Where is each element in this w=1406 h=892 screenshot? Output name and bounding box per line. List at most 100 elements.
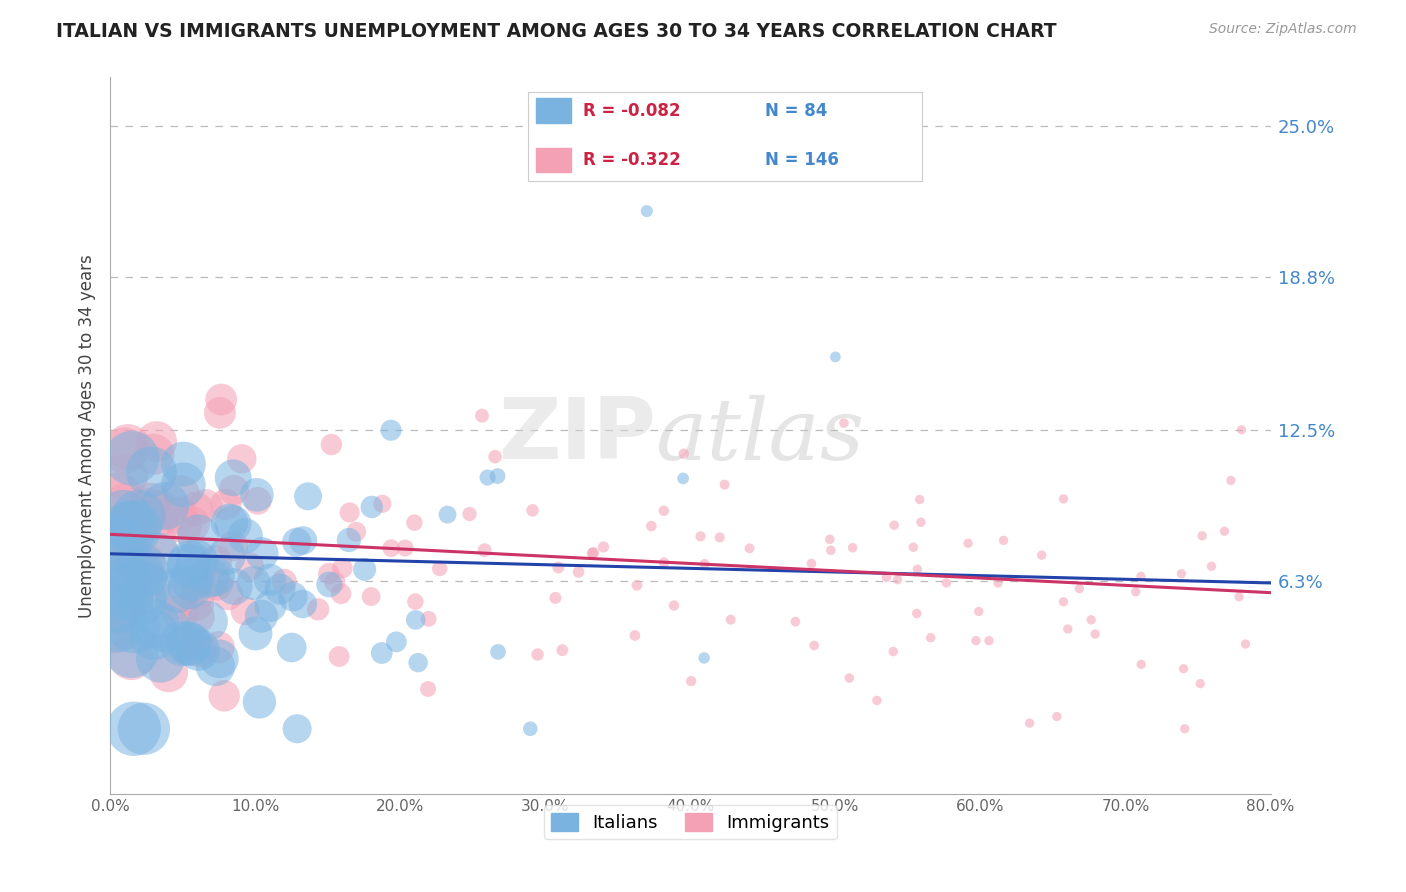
Point <box>318 566 340 581</box>
Legend: Italians, Immigrants: Italians, Immigrants <box>544 805 837 839</box>
Point <box>785 615 807 629</box>
Point <box>1174 722 1197 736</box>
Point <box>405 613 427 627</box>
Point <box>132 722 155 736</box>
Point <box>1018 716 1040 731</box>
Point <box>112 606 135 620</box>
Point <box>484 450 506 464</box>
Point <box>486 645 509 659</box>
Point <box>114 443 136 458</box>
Point <box>1052 595 1074 609</box>
Point <box>1084 627 1107 641</box>
Point <box>188 643 211 657</box>
Point <box>883 518 905 533</box>
Point <box>259 599 281 613</box>
Text: Source: ZipAtlas.com: Source: ZipAtlas.com <box>1209 22 1357 37</box>
Point <box>205 577 228 591</box>
Point <box>709 530 731 544</box>
Y-axis label: Unemployment Among Ages 30 to 34 years: Unemployment Among Ages 30 to 34 years <box>79 254 96 618</box>
Point <box>285 722 308 736</box>
Point <box>624 628 647 642</box>
Point <box>332 561 354 575</box>
Point <box>297 489 319 503</box>
Point <box>250 609 273 624</box>
Point <box>121 451 143 466</box>
Point <box>177 636 200 650</box>
Point <box>987 576 1010 591</box>
Point <box>120 591 142 605</box>
Point <box>544 591 567 605</box>
Point <box>107 537 129 551</box>
Point <box>173 518 195 533</box>
Point <box>222 539 245 553</box>
Point <box>380 541 402 556</box>
Point <box>141 465 163 479</box>
Point <box>935 576 957 591</box>
Point <box>285 535 308 549</box>
Point <box>907 562 929 576</box>
Point <box>1031 548 1053 562</box>
Point <box>1201 559 1223 574</box>
Point <box>117 440 139 454</box>
Point <box>418 612 440 626</box>
Point <box>957 536 980 550</box>
Point <box>186 554 208 568</box>
Point <box>128 509 150 524</box>
Point <box>179 580 201 594</box>
Point <box>208 406 231 420</box>
Point <box>103 622 125 636</box>
Point <box>136 502 159 516</box>
Point <box>371 646 394 660</box>
Point <box>1191 529 1213 543</box>
Point <box>188 584 211 599</box>
Point <box>149 651 172 665</box>
Point <box>172 478 194 492</box>
Point <box>652 504 675 518</box>
Point <box>107 616 129 631</box>
Text: ITALIAN VS IMMIGRANTS UNEMPLOYMENT AMONG AGES 30 TO 34 YEARS CORRELATION CHART: ITALIAN VS IMMIGRANTS UNEMPLOYMENT AMONG… <box>56 22 1057 41</box>
Text: ZIP: ZIP <box>498 394 655 477</box>
Point <box>184 502 207 516</box>
Point <box>208 640 231 655</box>
Point <box>920 631 942 645</box>
Point <box>672 471 695 485</box>
Point <box>910 515 932 529</box>
Point <box>111 543 134 558</box>
Point <box>965 633 987 648</box>
Point <box>581 546 603 560</box>
Point <box>120 650 142 665</box>
Point <box>174 636 197 650</box>
Point <box>245 626 267 640</box>
Point <box>1234 637 1257 651</box>
Point <box>738 541 761 556</box>
Point <box>187 574 209 589</box>
Point <box>551 643 574 657</box>
Point <box>145 533 167 547</box>
Point <box>170 636 193 650</box>
Point <box>149 503 172 517</box>
Point <box>132 565 155 579</box>
Point <box>250 547 273 561</box>
Point <box>197 614 219 628</box>
Point <box>626 578 648 592</box>
Point <box>681 674 703 689</box>
Point <box>112 511 135 525</box>
Point <box>105 601 128 615</box>
Point <box>259 573 281 587</box>
Point <box>1069 582 1091 596</box>
Point <box>146 510 169 524</box>
Point <box>1129 569 1152 583</box>
Point <box>170 487 193 501</box>
Point <box>820 543 842 558</box>
Point <box>471 409 494 423</box>
Point <box>209 392 232 407</box>
Point <box>908 492 931 507</box>
Point <box>114 499 136 513</box>
Point <box>330 587 353 601</box>
Point <box>222 483 245 497</box>
Point <box>180 572 202 586</box>
Point <box>339 505 361 519</box>
Point <box>903 541 925 555</box>
Point <box>385 635 408 649</box>
Point <box>143 616 166 631</box>
